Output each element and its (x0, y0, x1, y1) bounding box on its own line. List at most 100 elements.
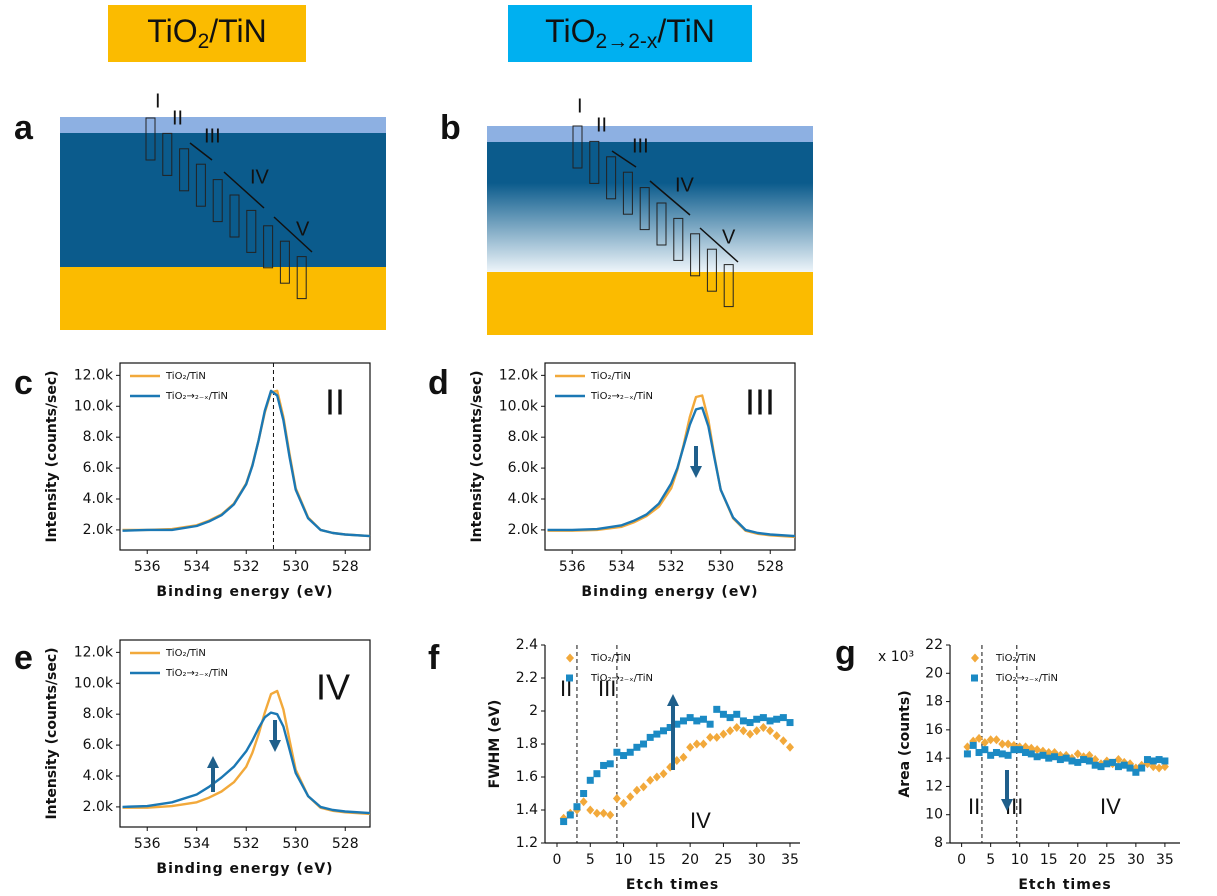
point (1039, 751, 1047, 759)
point (719, 729, 728, 739)
region-label: IV (250, 166, 270, 188)
y-axis-label: Area (counts) (897, 690, 913, 797)
point (992, 748, 1000, 756)
region-label: III (598, 676, 616, 701)
plot-frame (119, 639, 371, 828)
point (606, 810, 615, 820)
region-label: II (596, 114, 607, 136)
point (1138, 764, 1146, 772)
legend-label: TiO₂→₂₋ₓ/TiN (995, 673, 1058, 684)
point (673, 720, 681, 728)
x-tick-label: 5 (986, 852, 995, 868)
plot-frame (544, 362, 796, 551)
x-tick-label: 528 (757, 559, 784, 575)
y-axis-label: Intensity (counts/sec) (469, 370, 485, 542)
point (773, 715, 781, 723)
y-tick-label: 8.0k (83, 706, 114, 722)
point (1022, 748, 1030, 756)
y-tick-label: 8.0k (83, 429, 114, 445)
etch-box (162, 132, 173, 176)
x-tick-label: 30 (748, 852, 766, 868)
legend-label: TiO₂/TiN (995, 653, 1036, 664)
legend-label: TiO₂→₂₋ₓ/TiN (590, 673, 653, 684)
point (746, 719, 754, 727)
point (626, 748, 634, 756)
y-tick-label: 16 (925, 722, 943, 738)
etch-box (723, 264, 734, 308)
point (766, 717, 774, 725)
legend-swatch (566, 674, 573, 682)
legend-label: TiO₂→₂₋ₓ/TiN (165, 668, 228, 679)
y-tick-label: 22 (925, 637, 943, 653)
layer (487, 183, 813, 272)
y-tick-label: 12.0k (74, 644, 114, 660)
point (659, 769, 668, 779)
point (646, 775, 655, 785)
x-tick-label: 536 (134, 559, 161, 575)
point (1016, 746, 1024, 754)
point (646, 733, 654, 741)
point (660, 727, 668, 735)
spectrum-line (122, 389, 371, 538)
point (573, 803, 581, 811)
point (1132, 768, 1140, 776)
region-label: IV (675, 174, 695, 196)
point (963, 750, 971, 758)
x-tick-label: 20 (1069, 852, 1087, 868)
etch-box (589, 140, 600, 184)
x-tick-label: 25 (715, 852, 733, 868)
point (766, 726, 775, 736)
point (579, 797, 588, 807)
header-label: TiO2/TiN (147, 13, 267, 52)
point (679, 752, 688, 762)
point (592, 808, 601, 818)
point (992, 735, 1001, 745)
y-tick-label: 6.0k (83, 460, 114, 476)
y-tick-label: 10.0k (499, 398, 539, 414)
point (1097, 763, 1105, 771)
etch-cut (611, 150, 637, 168)
x-axis-label: Etch times (626, 877, 719, 893)
y-tick-label: 8.0k (508, 429, 539, 445)
etch-box (229, 194, 240, 238)
etch-box (606, 156, 617, 200)
x-tick-label: 10 (1011, 852, 1029, 868)
y-tick-label: 8 (934, 835, 943, 851)
point (739, 726, 748, 736)
point (987, 751, 995, 759)
legend-label: TiO₂/TiN (165, 648, 206, 659)
point (1033, 753, 1041, 761)
point (606, 760, 614, 768)
point (699, 739, 708, 749)
x-tick-label: 534 (183, 559, 210, 575)
point (759, 723, 768, 732)
panel-letter: e (14, 639, 33, 677)
x-tick-label: 5 (586, 852, 595, 868)
x-tick-label: 536 (559, 559, 586, 575)
layer (487, 142, 813, 183)
x-tick-label: 20 (681, 852, 699, 868)
point (746, 729, 755, 739)
etch-cut (649, 180, 691, 216)
point (1161, 757, 1169, 765)
x-tick-label: 536 (134, 836, 161, 852)
y-tick-label: 10.0k (74, 675, 114, 691)
y-tick-label: 2.4 (516, 637, 538, 653)
etch-box (179, 148, 190, 192)
point (975, 733, 984, 743)
point (759, 714, 767, 722)
point (980, 738, 989, 748)
x-tick-label: 0 (553, 852, 562, 868)
point (633, 743, 641, 751)
point (640, 740, 648, 748)
point (1114, 755, 1123, 765)
point (620, 752, 628, 760)
y-tick-label: 10 (925, 807, 943, 823)
point (1126, 764, 1134, 772)
point (593, 770, 601, 778)
header-label: TiO2→2-x/TiN (545, 13, 715, 52)
point (626, 792, 635, 802)
y-axis-label: FWHM (eV) (487, 700, 503, 789)
y-tick-label: 6.0k (83, 737, 114, 753)
